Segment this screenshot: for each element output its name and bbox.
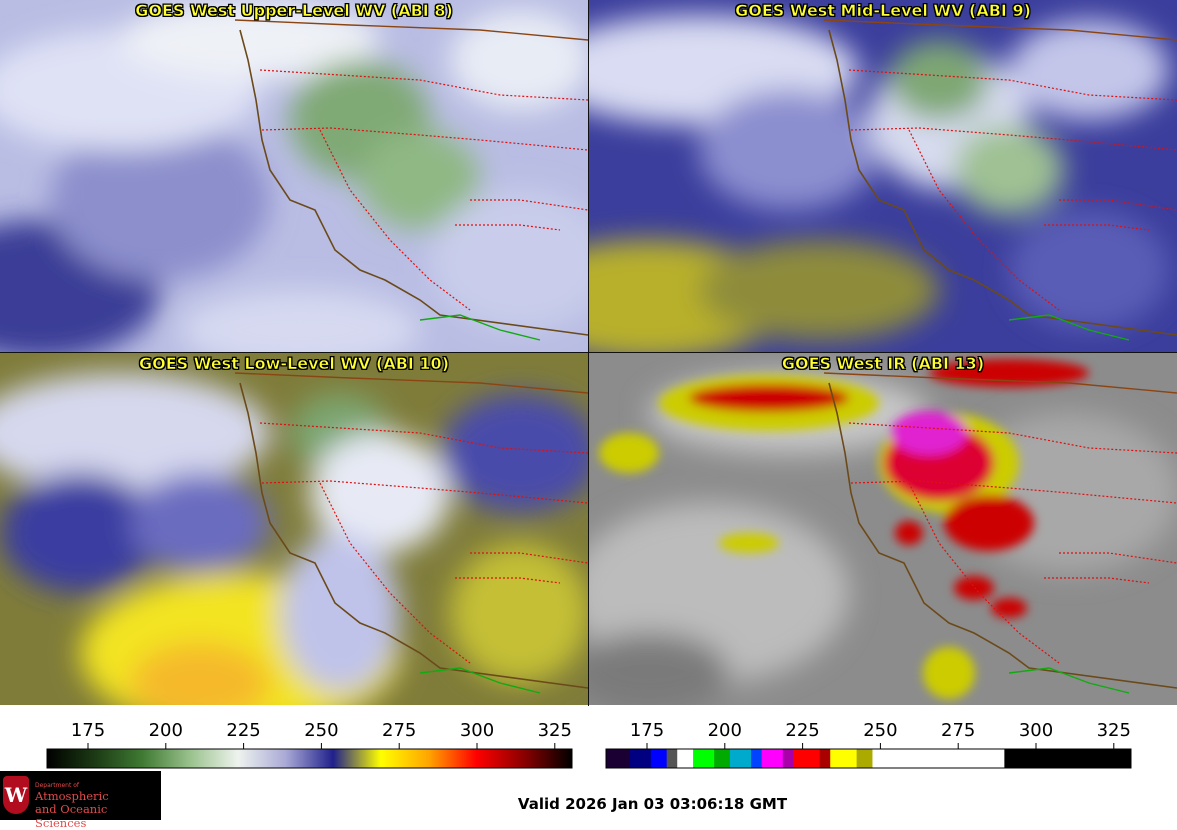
colorbar-tick-label: 200: [708, 720, 742, 741]
uw-crest-icon: W: [3, 776, 29, 814]
panel-divider: [588, 0, 589, 706]
upper-level-wv-image: [0, 0, 588, 352]
colorbar-tick-label: 275: [941, 720, 975, 741]
colorbar-tick-label: 200: [149, 720, 183, 741]
colorbar-tick-label: 325: [538, 720, 572, 741]
colorbar-segment: [650, 749, 668, 768]
colorbar-segment: [666, 749, 678, 768]
panel-title: GOES West Upper-Level WV (ABI 8): [135, 1, 453, 21]
low-level-wv-image: [0, 353, 588, 705]
colorbar-tick-label: 175: [71, 720, 105, 741]
map-overlay: [234, 372, 588, 694]
colorbar-tick-label: 275: [382, 720, 416, 741]
mid-level-wv-panel: GOES West Mid-Level WV (ABI 9): [589, 0, 1177, 352]
colorbar-segment: [872, 749, 1005, 768]
ir-image: [589, 353, 1177, 705]
colorbar-tick-label: 300: [460, 720, 494, 741]
colorbar-segment: [819, 749, 831, 768]
panel-title: GOES West Low-Level WV (ABI 10): [138, 354, 450, 374]
colorbar-segment: [629, 749, 652, 768]
aos-logo: W Department of Atmospheric and Oceanic …: [0, 771, 161, 830]
wv-colorbar-graphic: 175 200 225 250 275 300 325: [46, 720, 573, 769]
logo-line-1: Atmospheric: [35, 789, 109, 803]
panel-title: GOES West Mid-Level WV (ABI 9): [735, 1, 1031, 21]
colorbar-tick-label: 325: [1097, 720, 1131, 741]
ir-panel: GOES West IR (ABI 13): [589, 353, 1177, 705]
colorbar-tick-label: 175: [630, 720, 664, 741]
colorbar-segment: [751, 749, 763, 768]
ir-colorbar: 175 200 225 250 275 300 325: [589, 712, 1177, 772]
colorbar-segment: [761, 749, 784, 768]
colorbar-segment: [856, 749, 873, 768]
panel-title: GOES West IR (ABI 13): [781, 354, 985, 374]
panel-divider: [0, 352, 1177, 353]
colorbar-tick-label: 300: [1019, 720, 1053, 741]
colorbar-segment: [830, 749, 858, 768]
colorbar-segment: [606, 749, 631, 768]
colorbar-segment: [693, 749, 715, 768]
colorbar-segment: [677, 749, 694, 768]
upper-level-wv-panel: GOES West Upper-Level WV (ABI 8): [0, 0, 588, 352]
colorbar-segment: [782, 749, 794, 768]
colorbar-segment: [1004, 749, 1132, 768]
ir-colorbar-graphic: 175 200 225 250 275 300 325: [605, 720, 1132, 769]
logo-department: Department of: [35, 782, 79, 789]
colorbar-tick-label: 250: [304, 720, 338, 741]
colorbar-tick-label: 250: [863, 720, 897, 741]
colorbar-segment: [793, 749, 821, 768]
valid-time: Valid 2026 Jan 03 03:06:18 GMT: [517, 795, 788, 813]
map-overlay: [823, 372, 1177, 694]
logo-line-2: and Oceanic Sciences: [35, 802, 108, 830]
map-overlay: [234, 19, 588, 341]
colorbar-segment: [714, 749, 731, 768]
mid-level-wv-image: [589, 0, 1177, 352]
wv-colorbar: 175 200 225 250 275 300 325: [0, 712, 588, 772]
map-overlay: [823, 19, 1177, 341]
colorbar-segment: [729, 749, 752, 768]
low-level-wv-panel: GOES West Low-Level WV (ABI 10): [0, 353, 588, 705]
colorbar-tick-label: 225: [226, 720, 260, 741]
colorbar-tick-label: 225: [785, 720, 819, 741]
